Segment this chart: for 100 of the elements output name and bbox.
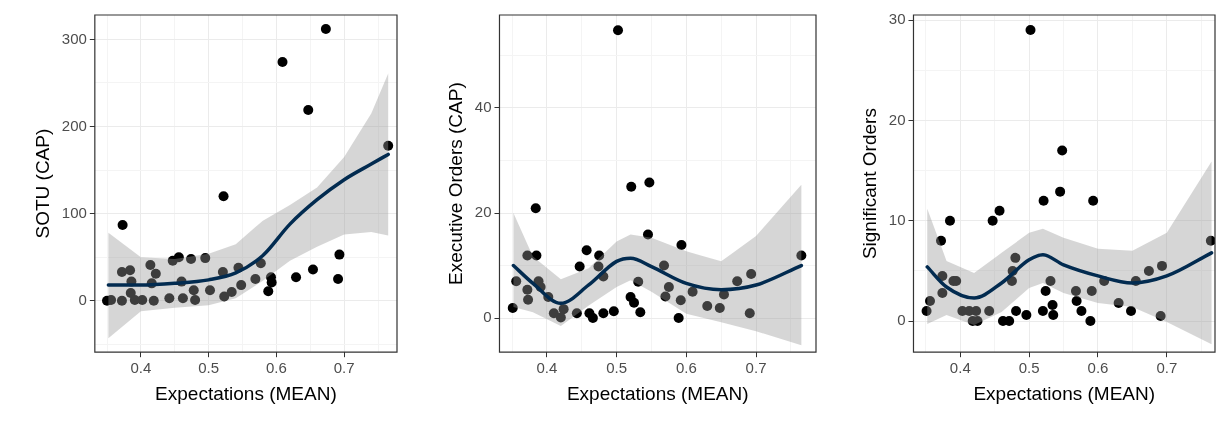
point bbox=[673, 313, 684, 324]
point bbox=[177, 293, 188, 304]
point bbox=[218, 191, 229, 202]
point bbox=[320, 23, 331, 34]
x-tick-label: 0.4 bbox=[949, 359, 971, 377]
point bbox=[744, 308, 755, 319]
point bbox=[1156, 260, 1167, 271]
x-axis-title: Expectations (MEAN) bbox=[566, 382, 749, 404]
point bbox=[522, 284, 533, 295]
point bbox=[190, 294, 201, 305]
point bbox=[598, 308, 609, 319]
y-tick-label: 300 bbox=[61, 29, 87, 47]
point bbox=[971, 306, 982, 317]
point bbox=[188, 285, 199, 296]
y-tick-label: 10 bbox=[888, 210, 906, 228]
point bbox=[1037, 306, 1048, 317]
point bbox=[205, 285, 216, 296]
y-tick-label: 30 bbox=[888, 10, 906, 28]
y-axis-title: SOTU (CAP) bbox=[31, 128, 53, 239]
y-tick-label: 20 bbox=[474, 203, 492, 221]
point bbox=[642, 229, 653, 240]
point bbox=[523, 294, 534, 305]
point bbox=[116, 295, 127, 306]
point bbox=[1088, 195, 1099, 206]
point bbox=[714, 303, 725, 314]
point bbox=[608, 306, 619, 317]
point bbox=[150, 268, 161, 279]
y-axis-title: Significant Orders bbox=[858, 108, 880, 260]
point bbox=[1010, 252, 1021, 263]
x-tick-label: 0.7 bbox=[745, 359, 767, 377]
point bbox=[633, 276, 644, 287]
point bbox=[250, 274, 261, 285]
point bbox=[594, 250, 605, 261]
point bbox=[117, 219, 128, 230]
x-tick-label: 0.5 bbox=[198, 359, 220, 377]
point bbox=[1055, 186, 1066, 197]
point bbox=[507, 303, 518, 314]
point bbox=[1076, 306, 1087, 317]
point bbox=[125, 265, 136, 276]
point bbox=[291, 272, 302, 283]
point bbox=[1126, 306, 1137, 317]
point bbox=[925, 296, 936, 307]
point bbox=[226, 287, 237, 298]
point bbox=[1040, 285, 1051, 296]
point bbox=[944, 215, 955, 226]
point bbox=[994, 205, 1005, 216]
x-axis-title: Expectations (MEAN) bbox=[973, 382, 1156, 404]
point bbox=[613, 25, 623, 36]
point bbox=[277, 57, 288, 68]
y-axis-title: Executive Orders (CAP) bbox=[444, 82, 466, 285]
y-tick-label: 200 bbox=[61, 116, 87, 134]
y-tick-label: 100 bbox=[61, 203, 87, 221]
point bbox=[732, 276, 743, 287]
point bbox=[236, 280, 247, 291]
point bbox=[383, 140, 394, 151]
point bbox=[531, 250, 542, 261]
point bbox=[1011, 306, 1022, 317]
x-tick-label: 0.4 bbox=[536, 359, 558, 377]
point bbox=[116, 267, 127, 278]
x-tick-label: 0.6 bbox=[675, 359, 697, 377]
point bbox=[571, 308, 582, 319]
point bbox=[200, 253, 211, 264]
point bbox=[1070, 285, 1081, 296]
point bbox=[937, 287, 948, 298]
point bbox=[530, 203, 541, 214]
point bbox=[984, 306, 995, 317]
point bbox=[334, 249, 345, 260]
point bbox=[558, 304, 569, 315]
point bbox=[687, 286, 698, 297]
point bbox=[511, 276, 522, 287]
point bbox=[1113, 298, 1124, 309]
point bbox=[333, 274, 344, 285]
point bbox=[635, 307, 646, 318]
point bbox=[522, 250, 533, 261]
y-tick-label: 0 bbox=[483, 308, 492, 326]
point bbox=[1086, 285, 1097, 296]
x-tick-label: 0.6 bbox=[1087, 359, 1109, 377]
point bbox=[137, 294, 148, 305]
y-tick-label: 20 bbox=[888, 110, 906, 128]
point bbox=[173, 252, 184, 263]
point bbox=[1071, 296, 1082, 307]
point bbox=[593, 261, 604, 272]
x-tick-label: 0.7 bbox=[1156, 359, 1178, 377]
point bbox=[186, 253, 197, 264]
point bbox=[555, 312, 566, 323]
point bbox=[746, 268, 757, 279]
x-axis-title: Expectations (MEAN) bbox=[155, 382, 337, 404]
point bbox=[629, 297, 640, 308]
y-tick-label: 0 bbox=[78, 290, 87, 308]
point bbox=[987, 215, 998, 226]
y-tick-label: 0 bbox=[897, 311, 906, 329]
x-tick-label: 0.6 bbox=[265, 359, 287, 377]
point bbox=[307, 264, 318, 275]
point bbox=[548, 308, 559, 319]
point bbox=[581, 245, 592, 256]
point bbox=[1038, 195, 1049, 206]
point bbox=[921, 306, 932, 317]
point bbox=[644, 177, 655, 188]
point bbox=[675, 295, 686, 306]
point bbox=[936, 235, 947, 246]
